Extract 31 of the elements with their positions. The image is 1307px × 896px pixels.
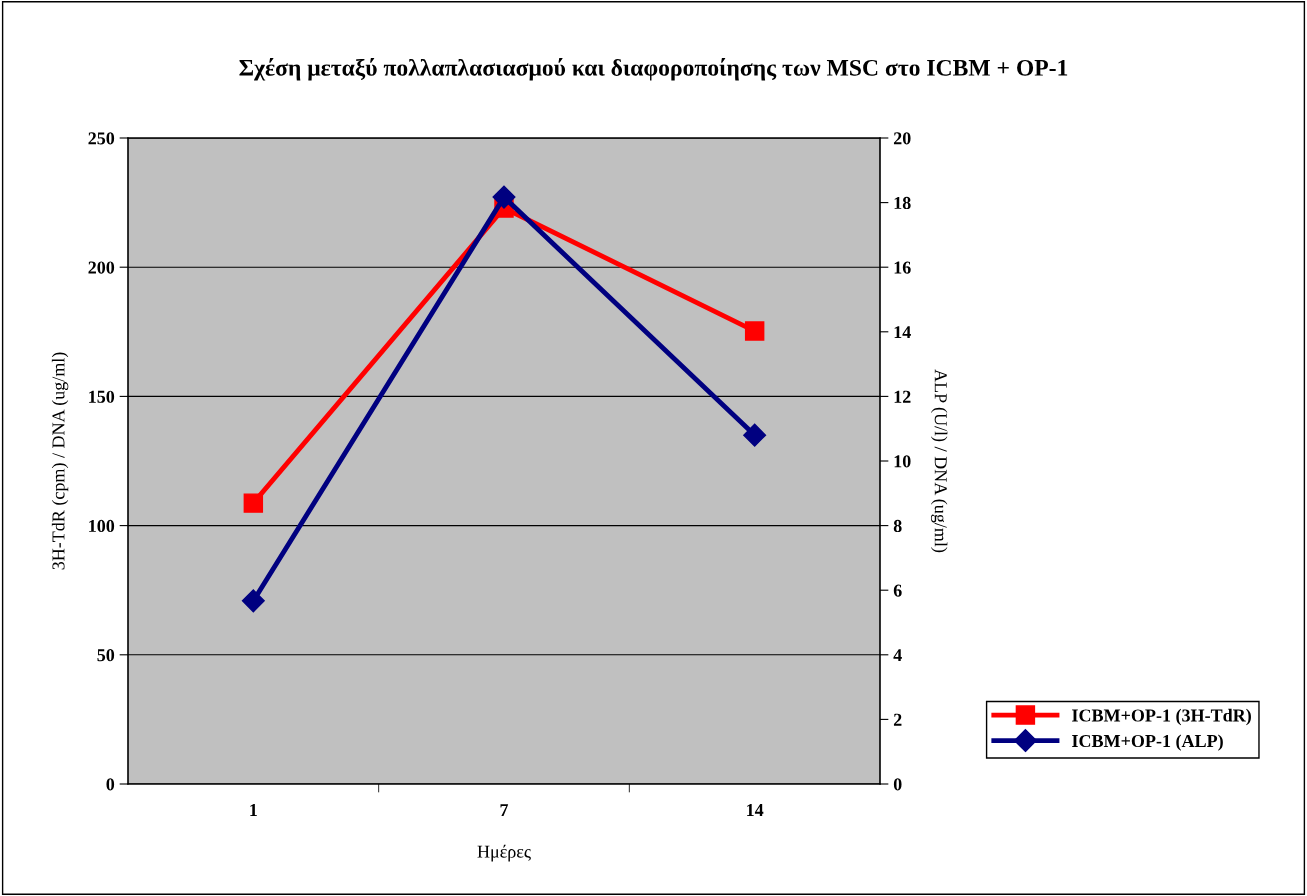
- y2-tick-label: 12: [894, 390, 911, 403]
- y2-tick-label: 2: [893, 713, 902, 726]
- x-tick-label: 14: [747, 804, 764, 816]
- y2-tick-label: 6: [893, 584, 902, 597]
- point: [492, 185, 516, 209]
- legend-label: ICBM+OP-1 (3H-TdR): [1072, 708, 1251, 726]
- y-axis-title: 3H-TdR (cpm) / DNA (ug/ml): [51, 352, 69, 570]
- y-tick-label: 100: [89, 519, 115, 533]
- y2-tick-label: 20: [893, 132, 911, 145]
- y-tick-label: 250: [88, 132, 115, 145]
- y2-tick-label: 4: [893, 649, 902, 662]
- y-tick-label: 150: [89, 390, 115, 403]
- y2-tick-label: 16: [894, 261, 911, 274]
- chart-title: Σχέση μεταξύ πολλαπλασιασμού και διαφοροποίησης των MSC στο ICBM + OP-1: [239, 58, 1068, 81]
- y-tick-label: 200: [88, 261, 115, 274]
- y2-tick-label: 18: [894, 196, 911, 210]
- y2-tick-label: 10: [894, 455, 911, 468]
- x-axis-title: Ημέρες: [477, 844, 531, 862]
- y2-tick-label: 14: [894, 326, 911, 339]
- point: [743, 423, 767, 447]
- y2-axis-title: ALP (U/l) / DNA (ug/ml): [930, 369, 948, 553]
- point: [744, 321, 765, 341]
- point: [241, 589, 265, 613]
- legend-label: ICBM+OP-1 (ALP): [1072, 734, 1223, 751]
- x-tick-label: 1: [250, 804, 257, 816]
- y-tick-label: 50: [97, 649, 115, 662]
- y-tick-label: 0: [106, 778, 115, 791]
- y2-tick-label: 0: [893, 778, 902, 791]
- point: [243, 493, 264, 513]
- x-tick-label: 7: [500, 804, 509, 816]
- y2-tick-label: 8: [893, 519, 902, 533]
